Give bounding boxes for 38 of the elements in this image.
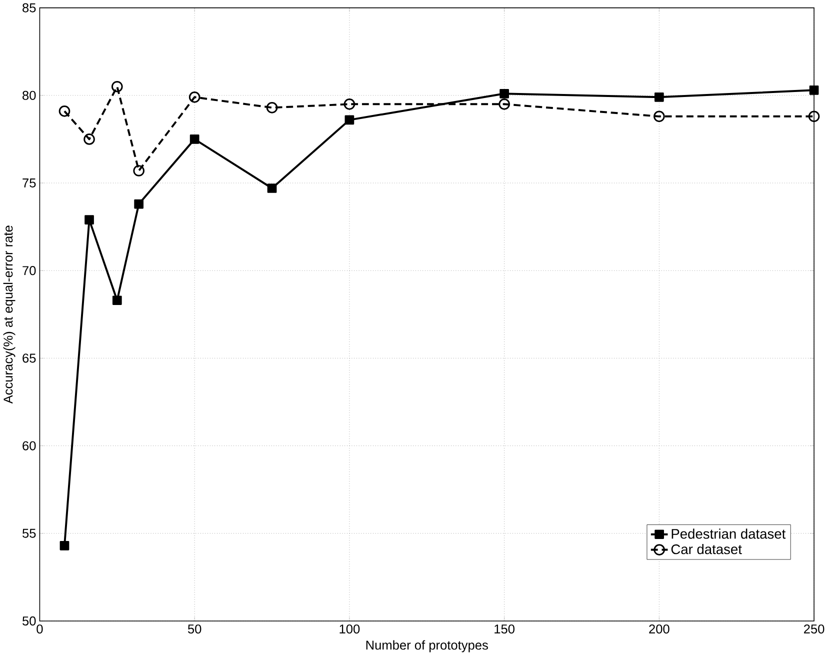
point <box>498 98 510 110</box>
point <box>500 89 509 99</box>
y-axis-title: Accuracy(%) at equal-error rate <box>3 226 16 404</box>
y-tick-label: 60 <box>22 441 36 451</box>
point <box>111 81 123 93</box>
point <box>654 92 664 102</box>
y-tick-label: 65 <box>22 354 36 363</box>
x-tick-label: 250 <box>804 624 824 634</box>
point <box>60 541 70 551</box>
point <box>188 92 200 104</box>
x-tick-label: 150 <box>494 624 514 634</box>
x-tick-label: 200 <box>649 624 670 634</box>
legend-label: Car dataset <box>671 544 742 554</box>
y-tick-label: 70 <box>22 266 36 276</box>
point <box>84 134 95 146</box>
point <box>266 102 278 114</box>
point <box>190 134 200 144</box>
y-tick-label: 85 <box>22 4 36 13</box>
point <box>84 215 94 225</box>
legend-label: Pedestrian dataset <box>672 528 786 540</box>
x-tick-label: 100 <box>340 624 360 634</box>
point <box>112 296 122 306</box>
x-tick-label: 0 <box>36 624 43 634</box>
point <box>344 115 354 125</box>
point <box>809 86 819 96</box>
point <box>267 184 277 194</box>
x-tick-label: 50 <box>188 624 202 634</box>
y-tick-label: 80 <box>22 91 36 100</box>
y-tick-label: 50 <box>22 616 36 626</box>
y-tick-label: 55 <box>22 529 36 538</box>
x-axis-title: Number of prototypes <box>366 640 488 652</box>
point <box>808 111 820 122</box>
point <box>133 165 144 177</box>
point <box>134 200 144 209</box>
point <box>58 106 70 118</box>
point <box>344 98 356 110</box>
point <box>654 111 665 122</box>
y-tick-label: 75 <box>22 178 36 188</box>
